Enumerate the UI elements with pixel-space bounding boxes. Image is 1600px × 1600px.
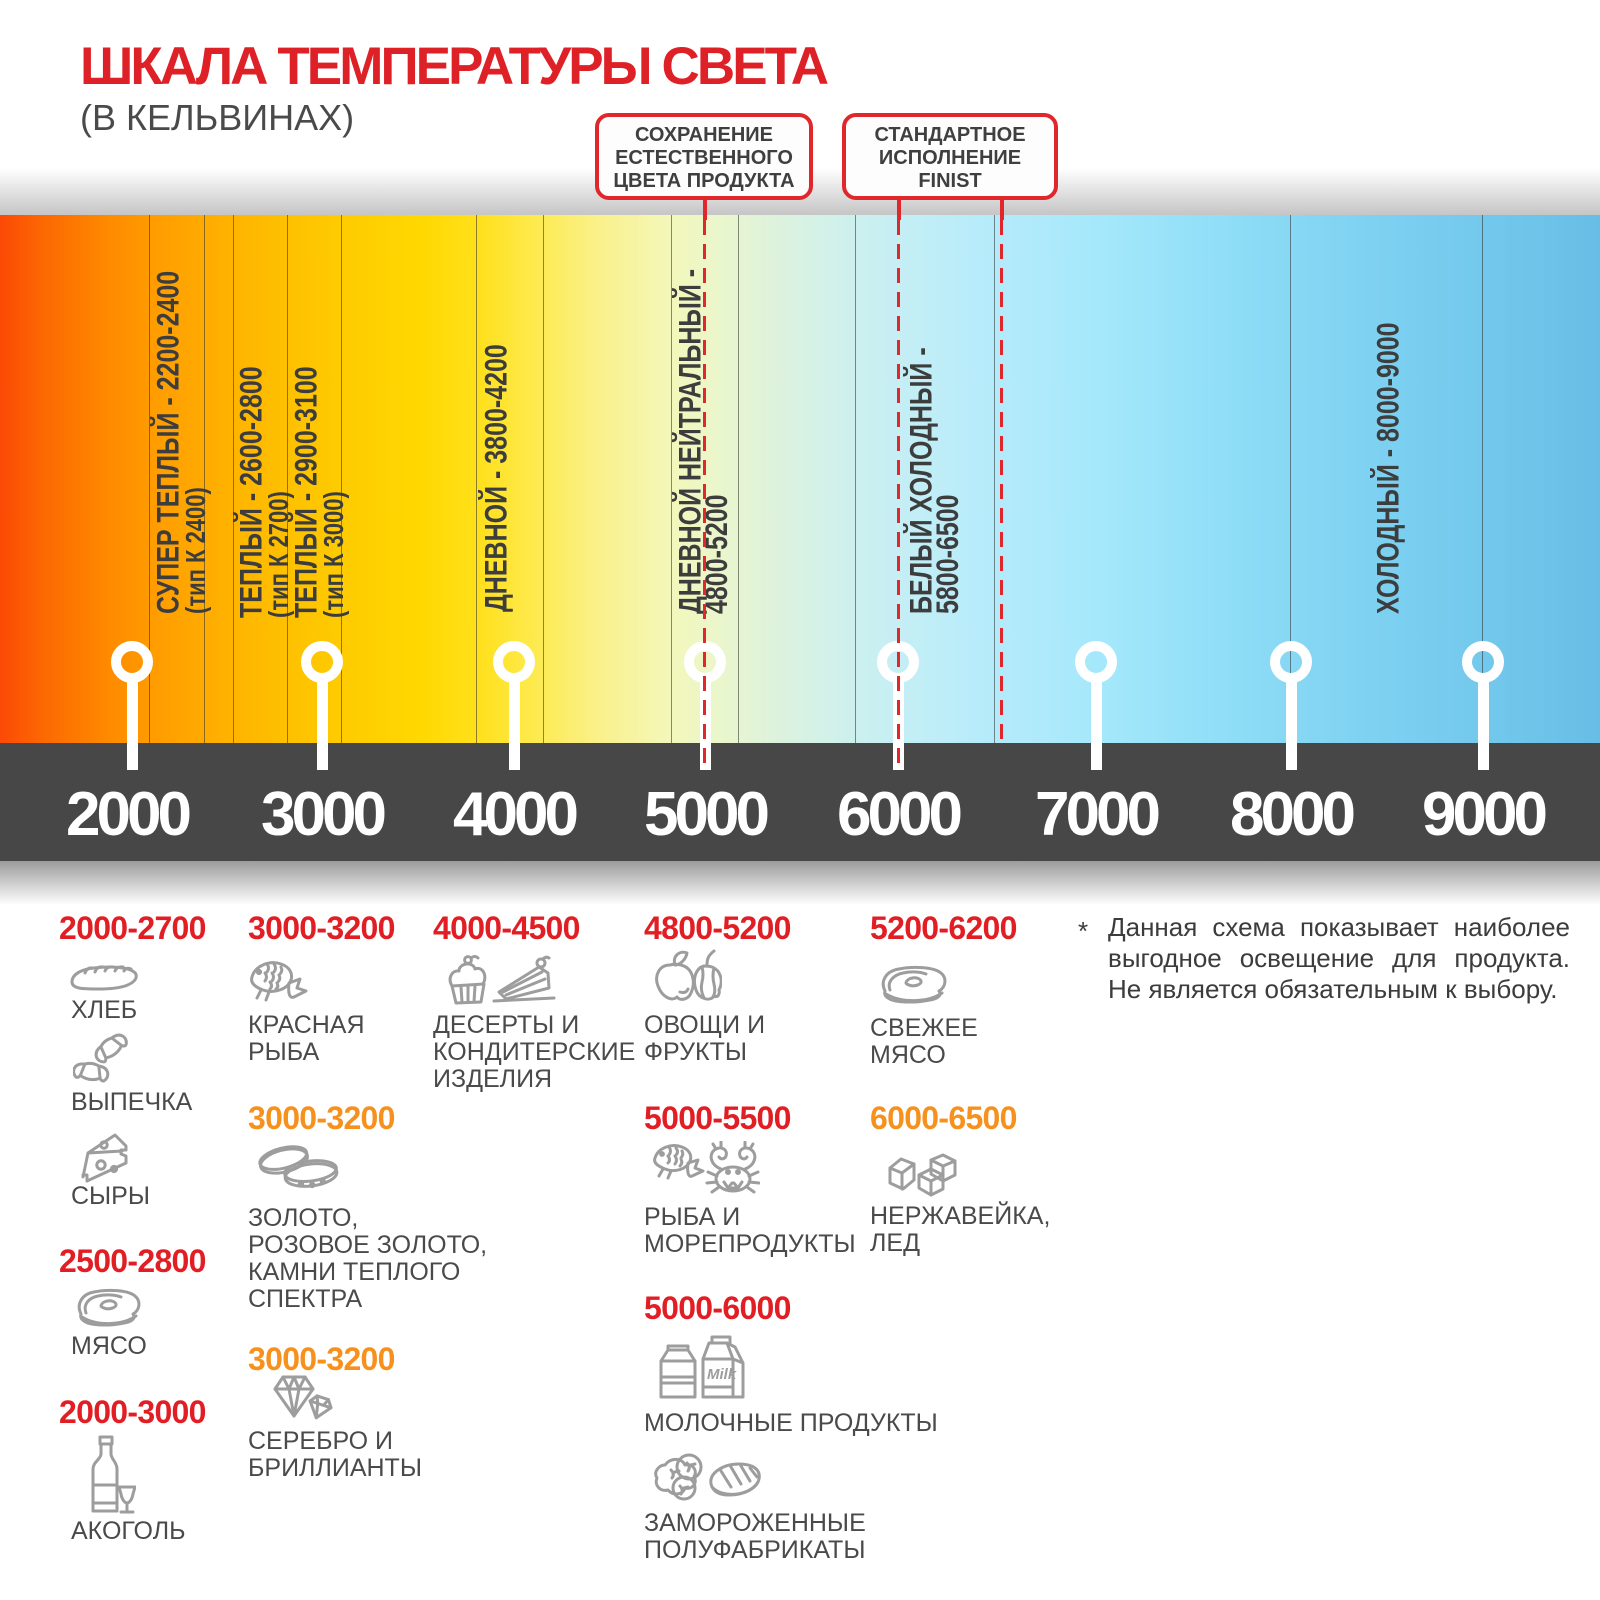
svg-text:Milk: Milk bbox=[707, 1366, 737, 1383]
